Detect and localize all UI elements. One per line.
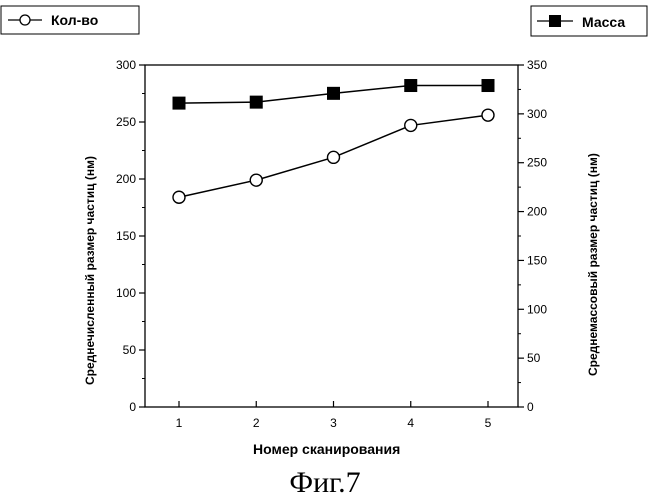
legend-count: Кол-во: [0, 5, 140, 35]
legend-mass: Масса: [530, 5, 648, 37]
count-point: [481, 108, 495, 122]
count-point: [326, 150, 341, 165]
mass-point: [249, 95, 263, 109]
left-tick-label: 250: [116, 115, 136, 129]
left-tick-label: 300: [116, 58, 136, 72]
mass-point: [404, 79, 418, 93]
right-axis-title: Среднемассовый размер частиц (нм): [586, 153, 600, 376]
x-axis-title: Номер сканирования: [253, 441, 400, 457]
x-tick-label: 1: [176, 416, 183, 430]
legend-count-label: Кол-во: [51, 12, 98, 28]
plot-frame: [144, 64, 519, 408]
count-point: [404, 118, 418, 133]
right-tick-label: 350: [527, 58, 547, 72]
right-axis: 0 50 100 150 200 250 300 350: [518, 58, 547, 414]
left-tick-label: 200: [116, 172, 136, 186]
left-axis: 0 50 100 150 200 250 300: [116, 58, 145, 414]
legend-mass-marker: [549, 15, 561, 27]
x-axis: 1 2 3 4 5: [176, 401, 492, 430]
count-point: [249, 173, 263, 187]
right-tick-label: 150: [527, 253, 547, 267]
figure-caption: Фиг.7: [289, 466, 360, 499]
mass-point: [327, 86, 340, 100]
x-tick-label: 3: [330, 416, 337, 430]
x-tick-label: 4: [407, 416, 414, 430]
left-tick-label: 0: [129, 400, 136, 414]
right-tick-label: 250: [527, 156, 547, 170]
left-tick-label: 150: [116, 229, 136, 243]
legend-mass-label: Масса: [582, 14, 625, 30]
left-axis-title: Среднечисленный размер частиц (нм): [83, 156, 97, 385]
right-tick-label: 300: [527, 107, 547, 121]
left-tick-label: 50: [123, 343, 137, 357]
mass-point: [481, 79, 495, 93]
legend-count-marker: [19, 14, 31, 26]
x-tick-label: 5: [485, 416, 492, 430]
right-tick-label: 100: [527, 302, 547, 316]
right-tick-label: 50: [527, 351, 541, 365]
right-tick-label: 0: [527, 400, 534, 414]
left-tick-label: 100: [116, 286, 136, 300]
series-layer: [172, 79, 495, 204]
count-point: [172, 190, 186, 204]
right-tick-label: 200: [527, 205, 547, 219]
x-tick-label: 2: [253, 416, 260, 430]
mass-point: [172, 96, 186, 110]
